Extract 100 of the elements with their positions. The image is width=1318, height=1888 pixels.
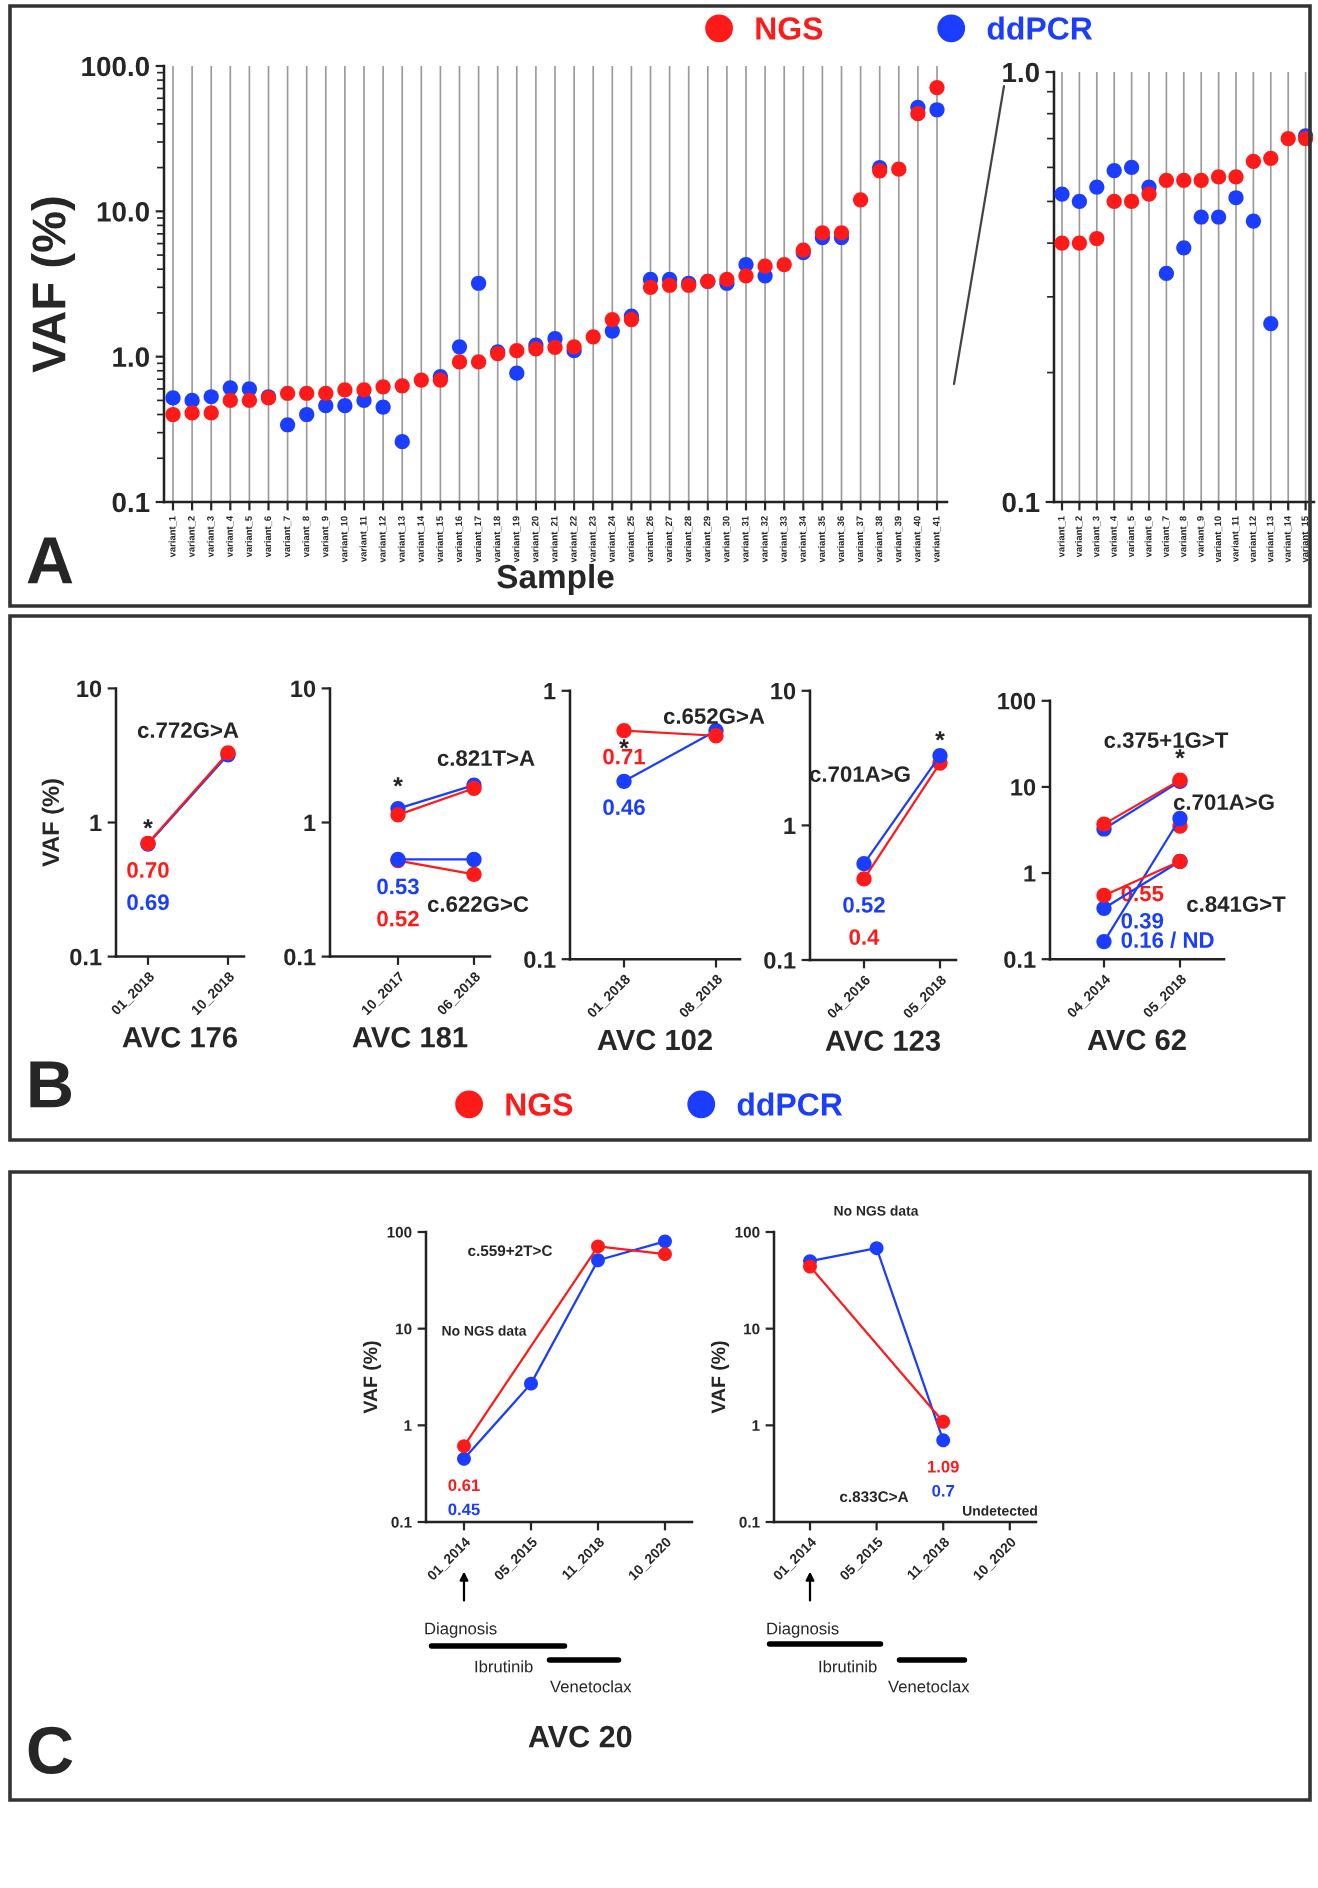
- point: [1172, 810, 1188, 827]
- point: [1089, 230, 1105, 247]
- point: [856, 871, 872, 887]
- point: [803, 1259, 817, 1274]
- x-axis-title: AVC 181: [352, 1026, 468, 1048]
- point: [165, 390, 181, 406]
- point: [1123, 193, 1140, 210]
- point: [1071, 235, 1088, 251]
- point: [1263, 315, 1279, 332]
- data-label: 1.09: [928, 1460, 959, 1473]
- point: [869, 1241, 884, 1256]
- x-axis-title: AVC 102: [597, 1029, 712, 1051]
- annotation: *: [935, 731, 945, 741]
- point: [591, 1239, 605, 1254]
- y-tick-label: 1: [784, 817, 796, 834]
- point: [466, 866, 482, 883]
- point: [299, 385, 315, 401]
- annotation: c.841G>T: [1187, 896, 1286, 912]
- point: [203, 389, 219, 405]
- point: [547, 339, 563, 355]
- point: [337, 382, 353, 398]
- y-tick-label: 0.1: [112, 492, 150, 513]
- annotation: *: [143, 819, 153, 829]
- y-tick-label: 10: [291, 680, 316, 698]
- point: [413, 372, 429, 388]
- point: [1210, 169, 1227, 185]
- data-label: 0.4: [849, 929, 880, 945]
- point: [203, 405, 219, 421]
- data-label: 0.52: [843, 896, 885, 913]
- point: [1089, 179, 1105, 195]
- y-tick-label: 0.1: [524, 951, 556, 968]
- point: [658, 1247, 672, 1262]
- y-tick-label: 100: [998, 692, 1036, 710]
- x-axis-title: AVC 176: [122, 1026, 238, 1048]
- data-label: 0.7: [932, 1484, 955, 1497]
- point: [1158, 172, 1175, 188]
- y-tick-label: 0.1: [284, 948, 316, 966]
- point: [910, 106, 926, 122]
- point: [929, 80, 945, 96]
- text: Venetoclax: [550, 1680, 632, 1693]
- text: A: [27, 537, 73, 584]
- y-tick-label: 1.0: [1003, 62, 1039, 83]
- point: [1176, 240, 1192, 256]
- point: [738, 268, 754, 284]
- annotation: c.701A>G: [1173, 794, 1274, 810]
- point: [1210, 209, 1227, 225]
- y-axis-title: VAF (%): [41, 779, 64, 867]
- text: Ibrutinib: [819, 1660, 877, 1673]
- y-tick-label: 10: [771, 682, 796, 700]
- annotation: c.701A>G: [809, 766, 910, 782]
- point: [279, 385, 296, 401]
- point: [470, 354, 487, 370]
- data-label: 0.39: [1121, 912, 1164, 929]
- point: [457, 1439, 471, 1454]
- annotation: c.821T>A: [437, 750, 535, 766]
- point: [394, 378, 410, 394]
- point: [1245, 153, 1262, 169]
- point: [337, 398, 353, 414]
- point: [891, 161, 907, 177]
- text: Diagnosis: [425, 1622, 497, 1638]
- x-axis-title: AVC 123: [825, 1030, 941, 1052]
- text: B: [30, 1061, 72, 1108]
- point: [1158, 265, 1175, 282]
- point: [852, 192, 869, 208]
- data-label: 0.45: [448, 1503, 480, 1516]
- point: [1054, 186, 1070, 202]
- data-label: 0.46: [603, 799, 645, 816]
- point: [299, 406, 315, 423]
- y-tick-label: 10: [77, 680, 102, 698]
- point: [1123, 159, 1140, 175]
- point: [1106, 193, 1122, 210]
- point: [929, 102, 945, 118]
- point: [757, 258, 773, 274]
- point: [1141, 186, 1157, 202]
- point: [642, 279, 659, 295]
- y-axis-title: VAF (%): [31, 197, 76, 373]
- point: [591, 1253, 605, 1268]
- legend-label: ddPCR: [737, 1092, 843, 1116]
- y-tick-label: 10: [1011, 779, 1036, 796]
- point: [604, 311, 620, 328]
- point: [936, 1414, 951, 1429]
- point: [1263, 150, 1279, 166]
- point: [279, 417, 296, 433]
- point: [932, 747, 948, 764]
- y-axis-title: VAF (%): [710, 1341, 730, 1414]
- point: [658, 1234, 672, 1249]
- point: [375, 399, 391, 415]
- point: [661, 277, 678, 293]
- point: [1228, 169, 1244, 185]
- data-label: 0.52: [377, 910, 419, 927]
- point: [833, 225, 850, 241]
- legend-label: ddPCR: [987, 16, 1093, 40]
- x-axis-title: AVC 20: [528, 1725, 632, 1748]
- point: [936, 1433, 951, 1448]
- point: [616, 773, 632, 789]
- point: [375, 379, 391, 395]
- annotation: *: [1175, 749, 1185, 759]
- point: [1071, 193, 1088, 210]
- point: [457, 1451, 471, 1466]
- text: Venetoclax: [888, 1680, 970, 1693]
